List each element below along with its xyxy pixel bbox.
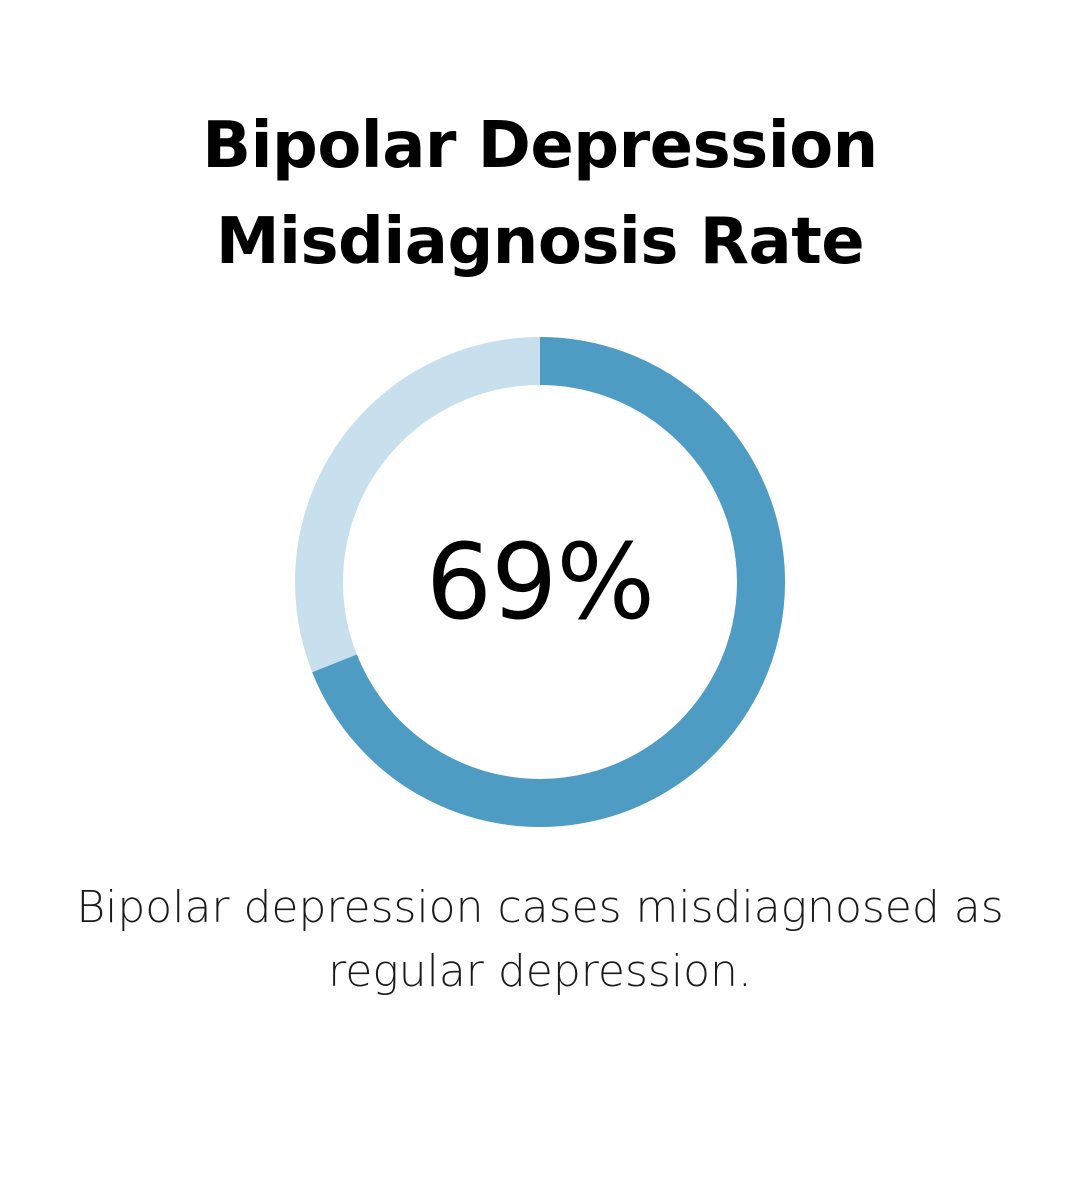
chart-caption-line-1: Bipolar depression cases misdiagnosed as bbox=[76, 882, 1004, 933]
chart-caption: Bipolar depression cases misdiagnosed as… bbox=[40, 876, 1040, 1004]
chart-title-line-2: Misdiagnosis Rate bbox=[215, 205, 865, 279]
donut-chart: 69% bbox=[290, 332, 790, 832]
chart-title: Bipolar Depression Misdiagnosis Rate bbox=[0, 98, 1080, 290]
donut-svg bbox=[295, 337, 785, 827]
chart-caption-line-2: regular depression. bbox=[328, 946, 752, 997]
chart-title-line-1: Bipolar Depression bbox=[202, 109, 878, 183]
donut-filled-segment bbox=[312, 337, 785, 827]
donut-value-label: 69% bbox=[425, 521, 655, 643]
